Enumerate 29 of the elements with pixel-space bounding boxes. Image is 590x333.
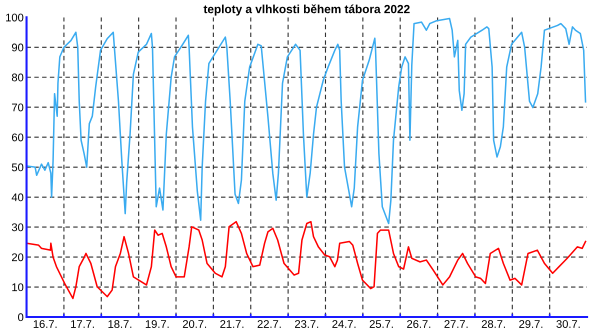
y-tick-label: 20	[12, 253, 24, 262]
x-tick-label: 24.7.	[332, 320, 356, 328]
x-tick-label: 22.7.	[258, 320, 281, 328]
line-series	[26, 18, 586, 224]
y-tick-label: 60	[12, 133, 24, 142]
x-tick-label: 18.7.	[108, 320, 132, 328]
y-tick-label: 100	[6, 14, 24, 22]
x-tick-label: 19.7.	[146, 320, 169, 328]
chart-title: teploty a vlhkosti během tábora 2022	[204, 4, 410, 16]
y-tick-label: 50	[12, 163, 24, 172]
y-tick-label: 10	[12, 283, 24, 292]
x-tick-label: 21.7.	[220, 320, 244, 328]
x-tick-label: 20.7.	[182, 320, 206, 328]
y-tick-label: 0	[18, 313, 24, 322]
y-tick-label: 40	[12, 193, 24, 202]
x-tick-label: 28.7.	[482, 320, 505, 328]
x-tick-label: 23.7.	[295, 320, 318, 328]
x-tick-label: 27.7.	[444, 320, 468, 328]
x-tick-label: 30.7.	[556, 320, 580, 328]
x-tick-label: 25.7.	[370, 320, 393, 328]
x-tick-label: 16.7.	[34, 320, 57, 328]
x-tick-label: 29.7.	[519, 320, 542, 328]
y-tick-label: 90	[12, 44, 24, 52]
y-tick-label: 70	[12, 103, 24, 112]
y-tick-label: 30	[12, 223, 24, 232]
y-tick-label: 80	[12, 74, 24, 82]
line-series	[26, 220, 586, 300]
x-tick-label: 26.7.	[407, 320, 430, 328]
x-tick-label: 17.7.	[71, 320, 94, 328]
